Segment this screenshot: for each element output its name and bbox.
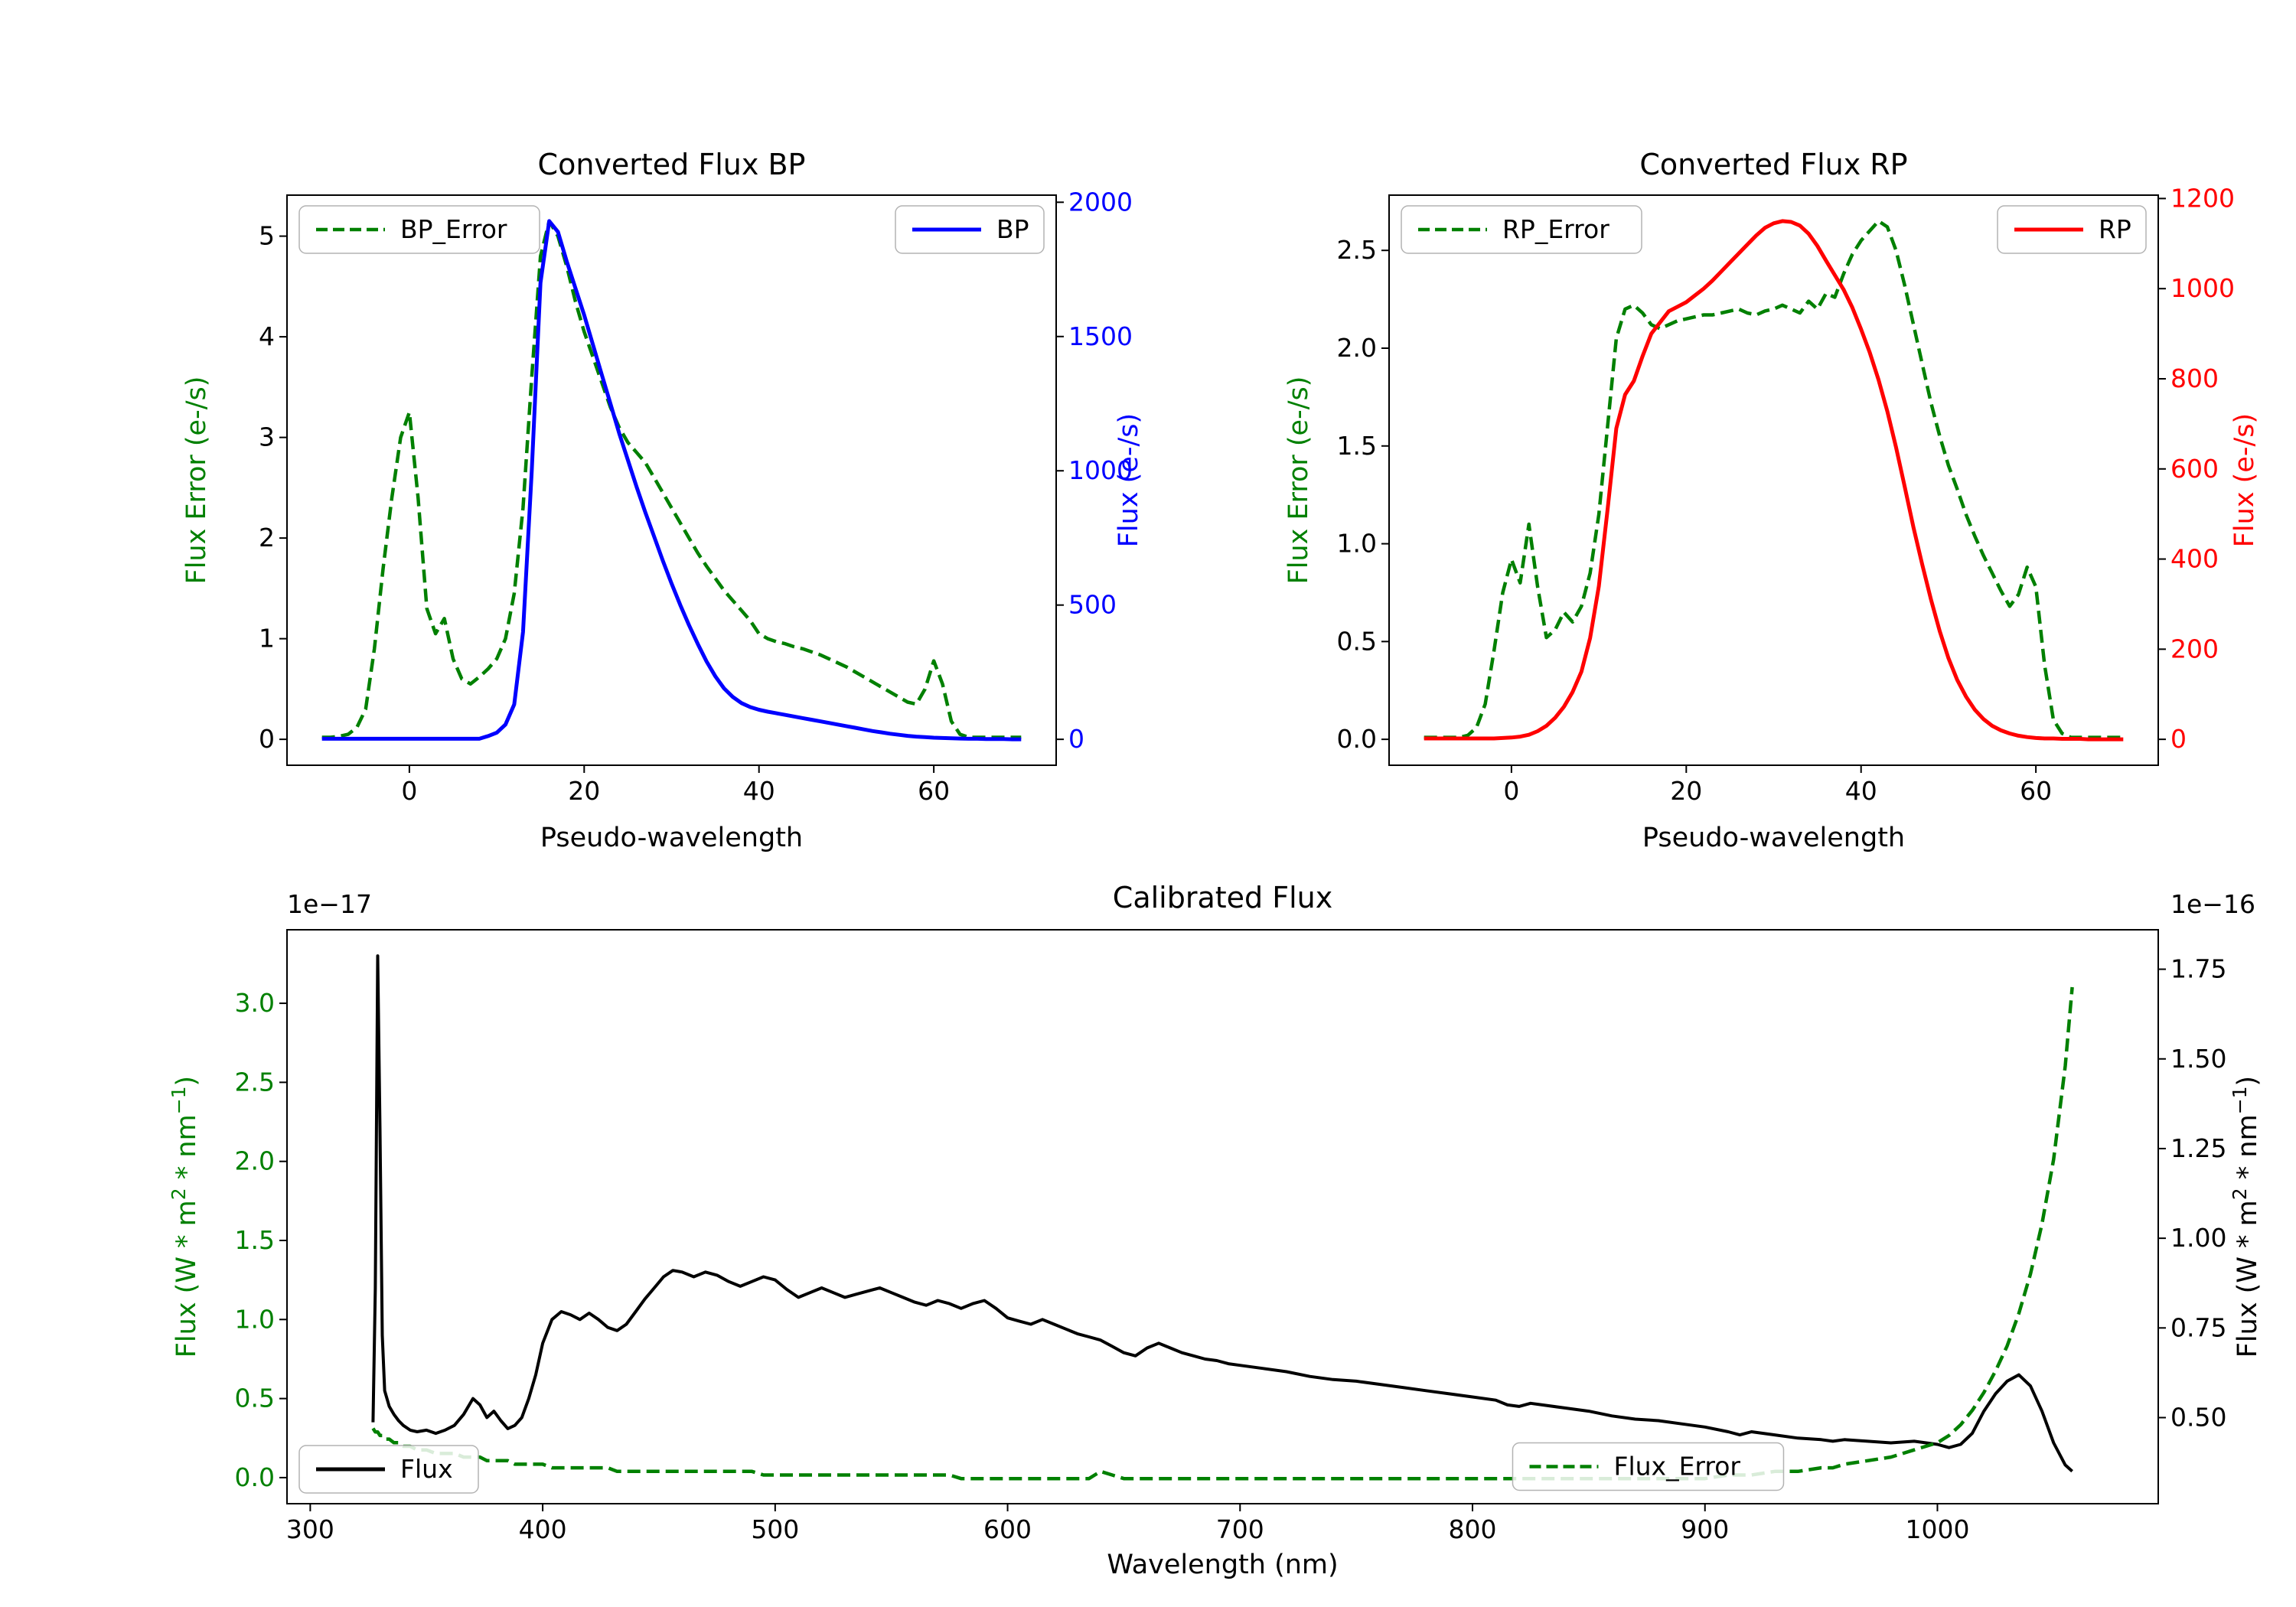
svg-text:60: 60 [918,776,950,806]
converted-flux-bp-chart: Converted Flux BP0 20 40 60Pseudo-wavelengt… [181,148,1144,853]
svg-text:4: 4 [259,321,275,351]
svg-text:1.75: 1.75 [2170,954,2226,984]
svg-text:1500: 1500 [1068,321,1133,351]
svg-text:600: 600 [2170,454,2219,484]
svg-text:0: 0 [1068,724,1084,754]
svg-text:Converted Flux BP: Converted Flux BP [538,148,806,181]
svg-text:0.50: 0.50 [2170,1403,2226,1433]
svg-text:Flux Error (e-/s): Flux Error (e-/s) [1283,376,1314,585]
svg-text:Flux (e-/s): Flux (e-/s) [2229,413,2260,547]
calibrated-flux-chart: Calibrated Flux 300 400 500 600 700 800 900 1000… [168,881,2263,1580]
svg-text:40: 40 [1845,776,1877,806]
svg-text:800: 800 [2170,363,2219,393]
svg-text:1.5: 1.5 [235,1225,275,1255]
svg-text:0: 0 [2170,724,2187,754]
svg-text:Flux_Error: Flux_Error [1613,1452,1740,1482]
svg-text:Flux (W * m2 * nm−1): Flux (W * m2 * nm−1) [168,1076,202,1358]
svg-text:500: 500 [1068,590,1117,620]
svg-text:Calibrated Flux: Calibrated Flux [1113,881,1332,914]
svg-text:Flux: Flux [400,1454,453,1484]
svg-text:Pseudo-wavelength: Pseudo-wavelength [1642,823,1905,853]
svg-text:Flux Error (e-/s): Flux Error (e-/s) [181,376,212,585]
svg-text:400: 400 [2170,544,2219,574]
svg-text:2000: 2000 [1068,187,1133,217]
svg-text:1e−17: 1e−17 [287,889,372,919]
svg-text:20: 20 [1670,776,1702,806]
svg-text:5: 5 [259,221,275,251]
svg-text:0.5: 0.5 [235,1384,275,1413]
svg-text:800: 800 [1449,1514,1497,1544]
svg-text:Wavelength (nm): Wavelength (nm) [1107,1550,1338,1580]
svg-text:2.0: 2.0 [235,1146,275,1176]
svg-text:RP: RP [2099,214,2131,244]
svg-text:0.0: 0.0 [235,1462,275,1492]
converted-flux-rp-chart: Converted Flux RP 0 20 40 60 Pseudo-wavelengt… [1283,148,2260,853]
svg-text:Converted Flux RP: Converted Flux RP [1639,148,1907,181]
svg-text:200: 200 [2170,634,2219,663]
svg-text:300: 300 [286,1514,334,1544]
svg-text:1.50: 1.50 [2170,1044,2226,1074]
svg-text:Flux (W * m2 * nm−1): Flux (W * m2 * nm−1) [2229,1076,2263,1358]
svg-text:1000: 1000 [2170,273,2235,303]
svg-text:600: 600 [983,1514,1032,1544]
svg-text:1.5: 1.5 [1337,431,1377,461]
svg-text:2.5: 2.5 [235,1067,275,1097]
svg-text:700: 700 [1216,1514,1264,1544]
svg-text:BP_Error: BP_Error [400,214,507,244]
svg-text:RP_Error: RP_Error [1502,214,1609,244]
svg-text:0.5: 0.5 [1337,626,1377,656]
svg-text:0: 0 [401,776,417,806]
svg-text:3: 3 [259,422,275,452]
svg-text:40: 40 [743,776,775,806]
svg-text:2: 2 [259,523,275,553]
svg-text:0: 0 [259,724,275,754]
svg-text:400: 400 [519,1514,567,1544]
svg-text:1000: 1000 [1905,1514,1969,1544]
svg-text:1000: 1000 [1068,455,1133,485]
svg-text:2.0: 2.0 [1337,333,1377,363]
svg-text:0.75: 0.75 [2170,1312,2226,1342]
svg-text:1.25: 1.25 [2170,1133,2226,1163]
svg-text:Flux (e-/s): Flux (e-/s) [1114,413,1144,547]
svg-text:BP: BP [996,214,1029,244]
svg-text:1.00: 1.00 [2170,1223,2226,1253]
svg-text:3.0: 3.0 [235,988,275,1018]
svg-text:0.0: 0.0 [1337,724,1377,754]
svg-text:60: 60 [2020,776,2052,806]
svg-text:1: 1 [259,624,275,654]
svg-text:2.5: 2.5 [1337,235,1377,265]
svg-text:20: 20 [568,776,600,806]
svg-text:500: 500 [751,1514,799,1544]
svg-text:1e−16: 1e−16 [2170,889,2255,919]
svg-text:1200: 1200 [2170,183,2235,213]
svg-text:Pseudo-wavelength: Pseudo-wavelength [540,823,803,853]
svg-text:900: 900 [1681,1514,1729,1544]
svg-text:1.0: 1.0 [1337,529,1377,559]
svg-text:0: 0 [1503,776,1519,806]
svg-text:1.0: 1.0 [235,1304,275,1334]
